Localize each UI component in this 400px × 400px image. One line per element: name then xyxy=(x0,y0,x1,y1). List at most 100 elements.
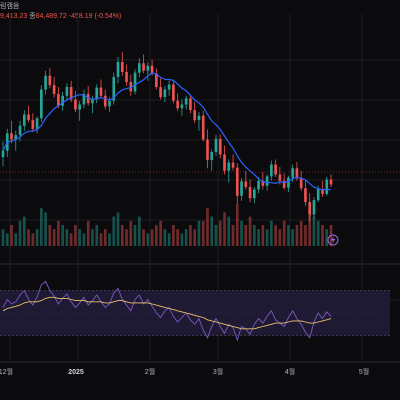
candle-body xyxy=(1,150,5,157)
volume-bar xyxy=(61,225,64,246)
volume-bar xyxy=(270,220,273,246)
candle-body xyxy=(214,138,218,152)
volume-bar xyxy=(176,229,179,246)
volume-bar xyxy=(253,225,256,246)
candle-body xyxy=(210,152,214,161)
candle-body xyxy=(18,125,22,136)
volume-bar xyxy=(31,233,35,246)
candle-body xyxy=(27,114,30,121)
moving-average xyxy=(2,72,332,191)
volume-bar xyxy=(193,229,197,246)
candle-body xyxy=(35,118,39,129)
candle-body xyxy=(304,188,307,202)
candle-body xyxy=(14,135,18,140)
candle-body xyxy=(44,75,47,90)
volume-bar xyxy=(227,216,231,246)
volume-bar xyxy=(99,233,103,246)
volume-bar xyxy=(86,220,90,246)
candle-body xyxy=(69,87,73,100)
candle-body xyxy=(133,72,137,92)
volume-bar xyxy=(167,233,171,246)
volume-bar xyxy=(155,225,158,246)
candle-body xyxy=(312,200,316,215)
candle-body xyxy=(163,89,167,97)
volume-bar xyxy=(133,225,137,246)
volume-bar xyxy=(44,212,47,246)
candle-body xyxy=(31,120,35,129)
volume-bar xyxy=(231,225,235,246)
volume-bar xyxy=(112,216,116,246)
candle-body xyxy=(325,179,329,194)
candle-body xyxy=(57,93,60,106)
volume-bar xyxy=(57,220,60,246)
candle-body xyxy=(291,168,294,178)
candle-body xyxy=(146,65,150,71)
candle-body xyxy=(244,181,248,187)
candle-body xyxy=(316,188,320,201)
volume-bar xyxy=(172,225,175,246)
candle-body xyxy=(78,104,81,110)
candle-body xyxy=(167,84,171,90)
x-tick-label: 3월 xyxy=(213,367,223,376)
candle-body xyxy=(22,114,26,126)
volume-bar xyxy=(244,225,248,246)
volume-bar xyxy=(18,220,22,246)
volume-bar xyxy=(69,233,73,246)
x-axis: 12월 2025 2월 3월 4월 5월 xyxy=(0,361,400,400)
volume-bar xyxy=(159,220,162,246)
volume-bar xyxy=(163,229,167,246)
volume-bars xyxy=(1,204,333,246)
volume-bar xyxy=(82,233,86,246)
candle-body xyxy=(125,72,128,82)
volume-bar xyxy=(78,229,81,246)
volume-bar xyxy=(150,229,154,246)
candle-body xyxy=(189,98,192,111)
volume-bar xyxy=(235,204,239,246)
ma-line xyxy=(2,72,332,191)
candle-body xyxy=(308,202,312,215)
volume-bar xyxy=(261,225,265,246)
candle-body xyxy=(116,62,120,77)
volume-bar xyxy=(248,216,252,246)
volume-bar xyxy=(5,233,9,246)
volume-bar xyxy=(316,220,320,246)
candle-body xyxy=(197,115,201,121)
candle-body xyxy=(282,180,286,188)
candle-body xyxy=(235,167,239,196)
volume-bar xyxy=(137,216,141,246)
candle-body xyxy=(112,77,116,101)
candle-body xyxy=(287,177,290,188)
candle-body xyxy=(155,73,158,87)
candle-body xyxy=(82,93,86,105)
x-tick-label: 5월 xyxy=(359,367,369,376)
rsi-line xyxy=(2,280,332,342)
volume-bar xyxy=(35,229,39,246)
volume-bar xyxy=(218,220,222,246)
volume-bar xyxy=(95,225,99,246)
x-tick-label: 2월 xyxy=(145,367,155,376)
volume-bar xyxy=(197,220,201,246)
candle-body xyxy=(99,87,103,96)
candle-body xyxy=(180,104,184,109)
lightning-icon[interactable] xyxy=(327,234,339,246)
volume-bar xyxy=(146,233,150,246)
volume-bar xyxy=(184,229,188,246)
candle-body xyxy=(329,179,333,185)
volume-bar xyxy=(129,220,133,246)
x-tick-label: 4월 xyxy=(285,367,295,376)
candle-body xyxy=(227,162,231,171)
volume-bar xyxy=(308,208,312,246)
candle-body xyxy=(265,176,269,186)
volume-bar xyxy=(1,229,5,246)
candle-body xyxy=(261,180,265,186)
candle-body xyxy=(184,98,188,105)
volume-bar xyxy=(304,225,307,246)
volume-bar xyxy=(278,229,282,246)
volume-bar xyxy=(10,225,13,246)
volume-bar xyxy=(312,216,316,246)
candle-body xyxy=(278,174,282,181)
volume-bar xyxy=(325,229,329,246)
volume-bar xyxy=(210,216,214,246)
candle-body xyxy=(240,181,243,196)
